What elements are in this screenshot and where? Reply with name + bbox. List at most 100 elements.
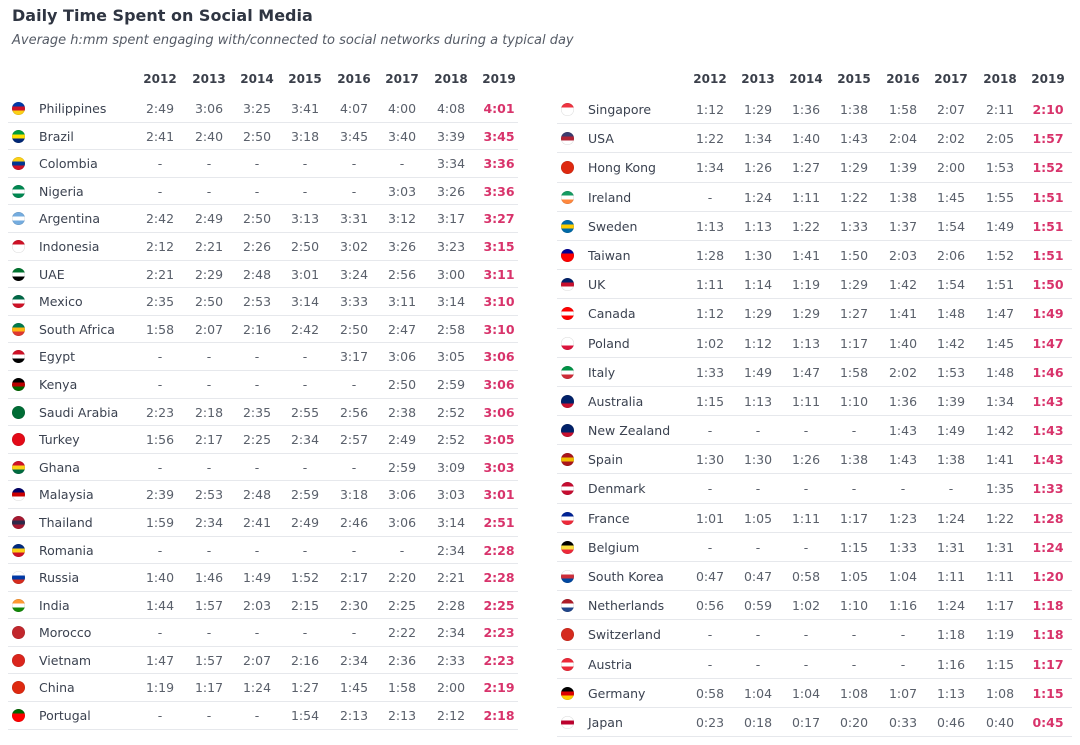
country-name: China bbox=[39, 680, 75, 696]
flag-icon bbox=[561, 307, 574, 321]
flag-icon bbox=[561, 628, 574, 642]
country-name: Japan bbox=[588, 714, 623, 730]
value-cell-2013: - bbox=[206, 156, 212, 172]
value-cell-2015: - bbox=[302, 376, 308, 392]
table-row: Spain 1:30 1:30 1:26 1:38 1:43 1:38 1:41 1:43 bbox=[557, 445, 1072, 475]
flag-icon bbox=[12, 571, 25, 585]
value-cell-2014: - bbox=[803, 539, 809, 555]
value-cell-2019: 2:28 bbox=[483, 570, 515, 586]
value-cell-2016: 3:31 bbox=[339, 211, 369, 227]
country-name: Vietnam bbox=[39, 652, 92, 668]
table-row: India 1:44 1:57 2:03 2:15 2:30 2:25 2:28 2:25 bbox=[8, 592, 518, 620]
table-row: Belgium - - - 1:15 1:33 1:31 1:31 1:24 bbox=[557, 533, 1072, 562]
country-name: Switzerland bbox=[588, 627, 661, 643]
value-cell-2018: 2:59 bbox=[436, 376, 466, 392]
value-cell-2013: 1:12 bbox=[743, 335, 773, 351]
value-cell-2018: 1:15 bbox=[985, 656, 1015, 672]
value-cell-2018: 0:40 bbox=[985, 714, 1015, 730]
table-body-left: Philippines 2:49 3:06 3:25 3:41 4:07 4:00 4:08 4… bbox=[8, 95, 518, 730]
value-cell-2018: 1:34 bbox=[985, 393, 1015, 409]
value-cell-2017: 1:38 bbox=[936, 452, 966, 468]
country-name: Italy bbox=[588, 364, 616, 380]
flag-icon bbox=[12, 350, 25, 364]
value-cell-2018: 2:00 bbox=[436, 680, 466, 696]
value-cell-2012: 1:58 bbox=[145, 321, 175, 337]
flag-icon bbox=[12, 239, 25, 253]
value-cell-2017: 2:00 bbox=[936, 160, 966, 176]
value-cell-2016: 4:07 bbox=[339, 101, 369, 116]
value-cell-2012: - bbox=[707, 656, 713, 672]
value-cell-2012: 1:59 bbox=[145, 514, 175, 530]
flag-icon bbox=[561, 248, 574, 262]
value-cell-2018: 1:19 bbox=[985, 627, 1015, 643]
value-cell-2015: 1:33 bbox=[839, 218, 869, 234]
value-cell-2019: 1:43 bbox=[1032, 423, 1064, 439]
value-cell-2018: 1:31 bbox=[985, 539, 1015, 555]
table-row: Mexico 2:35 2:50 2:53 3:14 3:33 3:11 3:14 3:10 bbox=[8, 288, 518, 316]
value-cell-2013: 2:21 bbox=[194, 238, 224, 254]
table-row: Singapore 1:12 1:29 1:36 1:38 1:58 2:07 2:11 2:1… bbox=[557, 95, 1072, 125]
value-cell-2015: - bbox=[851, 481, 857, 497]
value-cell-2015: 2:34 bbox=[290, 432, 320, 448]
table-row: Argentina 2:42 2:49 2:50 3:13 3:31 3:12 3:17 3:2… bbox=[8, 205, 518, 233]
value-cell-2016: 1:38 bbox=[888, 189, 918, 205]
value-cell-2017: 0:46 bbox=[936, 714, 966, 730]
value-cell-2018: 2:21 bbox=[436, 570, 466, 586]
table-row: Thailand 1:59 2:34 2:41 2:49 2:46 3:06 3:14 2:51 bbox=[8, 509, 518, 537]
flag-icon bbox=[12, 102, 25, 115]
value-cell-2019: 3:27 bbox=[483, 211, 515, 227]
table-row: Netherlands 0:56 0:59 1:02 1:10 1:16 1:24 1:17 1… bbox=[557, 591, 1072, 621]
value-cell-2017: 1:58 bbox=[387, 680, 417, 696]
value-cell-2015: 2:55 bbox=[290, 404, 320, 420]
value-cell-2019: 3:06 bbox=[483, 376, 515, 392]
value-cell-2013: 1:24 bbox=[743, 189, 773, 205]
value-cell-2015: 3:41 bbox=[290, 101, 320, 116]
value-cell-2019: 3:15 bbox=[483, 238, 515, 254]
value-cell-2018: 3:00 bbox=[436, 266, 466, 282]
value-cell-2016: 3:45 bbox=[339, 128, 369, 144]
flag-icon bbox=[561, 424, 574, 438]
value-cell-2017: 1:54 bbox=[936, 218, 966, 234]
value-cell-2013: 2:07 bbox=[194, 321, 224, 337]
value-cell-2017: 1:53 bbox=[936, 364, 966, 380]
value-cell-2016: 2:04 bbox=[888, 131, 918, 147]
value-cell-2014: 1:41 bbox=[791, 247, 821, 263]
value-cell-2014: - bbox=[254, 376, 260, 392]
value-cell-2014: 2:50 bbox=[242, 211, 272, 227]
table-row: Romania - - - - - - 2:34 2:28 bbox=[8, 537, 518, 565]
value-cell-2018: 4:08 bbox=[436, 101, 466, 116]
country-name: South Africa bbox=[39, 321, 115, 337]
value-cell-2015: 2:15 bbox=[290, 597, 320, 613]
value-cell-2019: 2:10 bbox=[1032, 102, 1064, 117]
table-row: Australia 1:15 1:13 1:11 1:10 1:36 1:39 1:34 1:4… bbox=[557, 387, 1072, 417]
value-cell-2015: 1:27 bbox=[290, 680, 320, 696]
value-cell-2013: - bbox=[755, 656, 761, 672]
value-cell-2015: 1:22 bbox=[839, 189, 869, 205]
country-name: Nigeria bbox=[39, 183, 84, 199]
value-cell-2017: 3:11 bbox=[387, 294, 417, 310]
value-cell-2013: - bbox=[206, 459, 212, 475]
value-cell-2014: - bbox=[803, 656, 809, 672]
value-cell-2016: - bbox=[351, 459, 357, 475]
value-cell-2016: 1:33 bbox=[888, 539, 918, 555]
value-cell-2017: 3:40 bbox=[387, 128, 417, 144]
table-row: Poland 1:02 1:12 1:13 1:17 1:40 1:42 1:45 1:47 bbox=[557, 329, 1072, 358]
value-cell-2018: 3:09 bbox=[436, 459, 466, 475]
value-cell-2014: 1:02 bbox=[791, 598, 821, 614]
country-name: Netherlands bbox=[588, 598, 665, 614]
value-cell-2016: 2:57 bbox=[339, 432, 369, 448]
value-cell-2014: 1:49 bbox=[242, 570, 272, 586]
value-cell-2015: 3:14 bbox=[290, 294, 320, 310]
value-cell-2015: 1:27 bbox=[839, 306, 869, 322]
country-name: Egypt bbox=[39, 349, 76, 365]
value-cell-2012: 0:56 bbox=[695, 598, 725, 614]
flag-icon bbox=[12, 460, 25, 474]
value-cell-2018: 3:14 bbox=[436, 294, 466, 310]
value-cell-2014: 1:40 bbox=[791, 131, 821, 147]
value-cell-2013: 1:29 bbox=[743, 306, 773, 322]
value-cell-2019: 2:19 bbox=[483, 680, 515, 696]
value-cell-2014: 1:29 bbox=[791, 306, 821, 322]
value-cell-2017: 2:25 bbox=[387, 597, 417, 613]
value-cell-2015: 3:18 bbox=[290, 128, 320, 144]
value-cell-2012: - bbox=[707, 539, 713, 555]
